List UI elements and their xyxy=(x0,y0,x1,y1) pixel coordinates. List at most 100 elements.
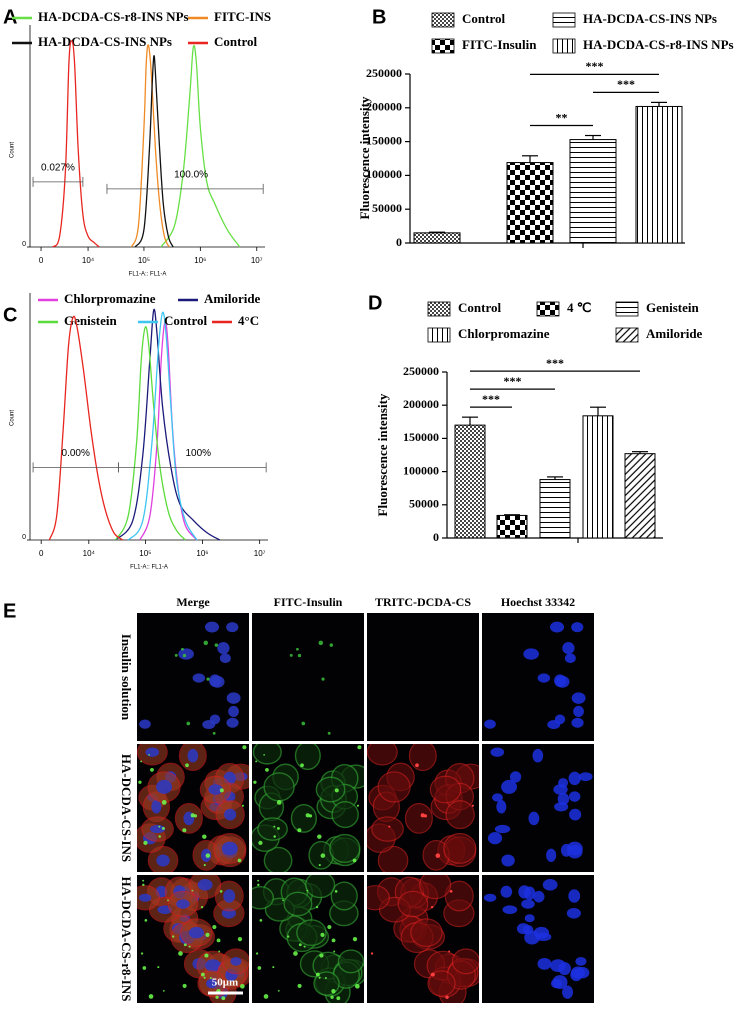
legend-label: HA-DCDA-CS-r8-INS NPs xyxy=(583,37,734,52)
y-axis-label: Count xyxy=(10,142,16,158)
legend-label: Control xyxy=(462,11,505,26)
green-particle xyxy=(161,826,165,830)
nucleus xyxy=(226,717,239,728)
nucleus xyxy=(208,784,223,795)
nucleus xyxy=(528,811,540,826)
image-background xyxy=(367,613,479,741)
micrograph xyxy=(252,613,364,741)
nucleus xyxy=(571,692,586,704)
green-particle xyxy=(200,972,205,977)
green-particle xyxy=(258,840,263,846)
green-particle xyxy=(142,883,145,887)
cell-ring xyxy=(252,886,275,910)
nucleus xyxy=(187,748,199,763)
x-tick-label: 10⁴ xyxy=(83,549,96,558)
cell-ring xyxy=(296,919,327,947)
nucleus xyxy=(566,841,583,856)
green-particle xyxy=(206,677,210,681)
red-particle xyxy=(388,825,391,828)
cytoplasm xyxy=(367,885,390,911)
green-particle xyxy=(219,788,224,793)
x-tick-label: 0 xyxy=(39,549,44,558)
green-particle xyxy=(167,899,169,902)
legend-label: Control xyxy=(164,313,207,328)
panel-letter: A xyxy=(3,6,17,28)
nucleus xyxy=(490,747,505,757)
green-particle xyxy=(352,936,358,942)
nucleus xyxy=(228,705,239,717)
nucleus xyxy=(145,747,160,757)
nucleus xyxy=(205,978,218,989)
green-particle xyxy=(203,640,209,646)
nucleus xyxy=(178,648,194,660)
green-particle xyxy=(190,813,195,818)
green-particle xyxy=(148,994,154,999)
green-particle xyxy=(301,721,306,726)
green-particle xyxy=(150,768,154,772)
green-particle xyxy=(318,863,321,867)
green-particle xyxy=(263,754,265,756)
column-header: Merge xyxy=(176,595,210,609)
micrograph xyxy=(137,875,249,1003)
x-tick-label: 10⁵ xyxy=(138,256,150,265)
y-tick-label: 250000 xyxy=(403,364,439,378)
green-particle xyxy=(282,899,284,902)
nucleus xyxy=(224,808,237,821)
nucleus xyxy=(210,675,225,688)
nucleus xyxy=(176,899,190,909)
green-particle xyxy=(162,990,165,992)
nucleus xyxy=(533,890,545,903)
red-particle xyxy=(423,814,428,818)
y-tick-label: 150000 xyxy=(366,133,402,147)
x-tick-label: 10⁴ xyxy=(82,256,95,265)
green-particle xyxy=(144,918,148,922)
nucleus xyxy=(494,824,511,834)
nucleus xyxy=(518,885,531,899)
green-particle xyxy=(317,834,322,839)
nucleus xyxy=(546,848,557,862)
nucleus xyxy=(555,675,570,688)
y-tick-label: 50000 xyxy=(372,201,402,215)
cytoplasm xyxy=(408,744,437,772)
bar xyxy=(624,453,656,539)
green-particle xyxy=(324,977,327,979)
panel-letter: B xyxy=(372,6,386,28)
green-particle xyxy=(272,966,275,969)
nucleus xyxy=(571,717,584,728)
x-tick-label: 10⁶ xyxy=(194,256,206,265)
green-particle xyxy=(142,879,145,882)
green-particle xyxy=(306,889,309,892)
green-particle xyxy=(186,721,191,726)
histogram-curve xyxy=(115,308,221,541)
cytoplasm xyxy=(451,948,479,975)
nucleus xyxy=(226,692,241,704)
legend-swatch xyxy=(552,38,576,54)
cell-ring xyxy=(329,833,361,864)
nucleus xyxy=(492,793,503,802)
green-particle xyxy=(327,924,332,930)
histogram-curve xyxy=(115,326,186,541)
red-particle xyxy=(445,995,449,999)
column-header: TRITC-DCDA-CS xyxy=(375,595,471,609)
green-particle xyxy=(331,938,336,943)
y-tick-label: 0 xyxy=(22,241,26,248)
cell-ring xyxy=(252,744,282,765)
legend-swatch xyxy=(536,301,560,317)
nucleus xyxy=(226,622,239,633)
nucleus xyxy=(570,969,583,982)
histogram-curve xyxy=(160,44,241,248)
panel-letter: D xyxy=(368,292,382,314)
micrograph xyxy=(482,744,594,872)
green-particle xyxy=(287,935,290,938)
green-particle xyxy=(237,858,242,863)
micrograph xyxy=(252,875,364,1003)
green-particle xyxy=(333,950,336,953)
histogram-curve xyxy=(134,55,174,248)
micrograph xyxy=(367,744,479,872)
nucleus xyxy=(566,908,581,919)
nucleus xyxy=(487,832,503,845)
cytoplasm xyxy=(427,970,456,997)
histogram-curve xyxy=(52,40,100,248)
nucleus xyxy=(562,985,573,999)
